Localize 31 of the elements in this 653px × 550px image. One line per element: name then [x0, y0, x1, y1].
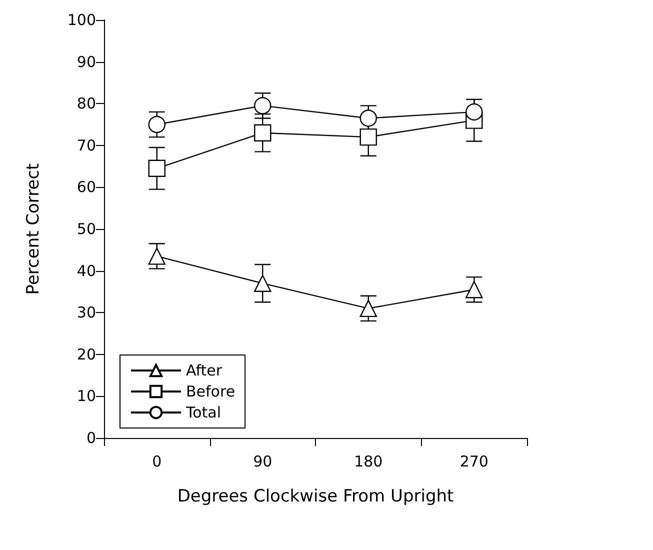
point: [360, 300, 377, 318]
y-tick-label: 60: [76, 178, 96, 196]
y-tick-label: 80: [76, 94, 96, 113]
point: [466, 103, 483, 121]
y-tick-label: 0: [86, 429, 96, 447]
y-tick-label: 50: [76, 220, 96, 238]
y-tick-label: 90: [76, 52, 96, 71]
y-tick-label: 100: [67, 11, 96, 29]
y-tick-label: 70: [76, 136, 96, 154]
point: [466, 281, 483, 298]
legend-label: After: [186, 362, 223, 380]
y-tick-label: 40: [76, 262, 96, 280]
point: [254, 97, 272, 114]
legend-label: Before: [186, 382, 236, 400]
y-tick-label: 30: [76, 304, 96, 322]
x-tick-label: 0: [152, 452, 162, 470]
y-tick-label: 20: [76, 345, 96, 364]
x-axis-title: Degrees Clockwise From Upright: [177, 486, 454, 506]
point: [360, 128, 377, 146]
x-tick-label: 180: [354, 452, 383, 470]
x-tick-label: 270: [460, 452, 488, 470]
point: [148, 248, 166, 265]
point: [148, 160, 166, 177]
point: [148, 116, 166, 134]
x-tick-label: 90: [253, 452, 272, 470]
y-axis-title: Percent Correct: [24, 162, 44, 295]
y-tick-label: 10: [76, 387, 96, 406]
legend-label: Total: [185, 404, 222, 422]
point: [254, 124, 272, 142]
point: [360, 110, 377, 127]
point: [254, 274, 272, 292]
